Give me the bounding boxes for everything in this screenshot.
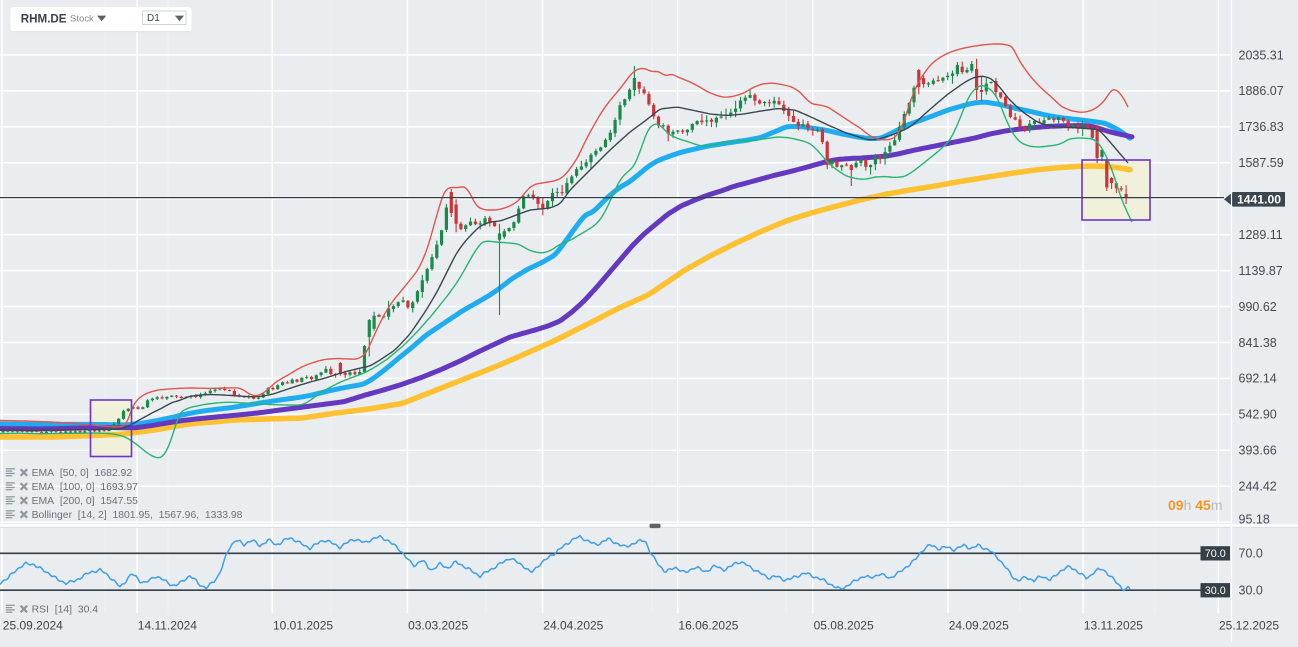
svg-text:1289.11: 1289.11 bbox=[1239, 228, 1283, 242]
svg-text:1441.00: 1441.00 bbox=[1237, 193, 1281, 207]
svg-text:244.42: 244.42 bbox=[1239, 480, 1277, 494]
svg-text:24.04.2025: 24.04.2025 bbox=[543, 618, 603, 632]
svg-text:25.09.2024: 25.09.2024 bbox=[3, 618, 63, 632]
svg-text:16.06.2025: 16.06.2025 bbox=[678, 618, 738, 632]
svg-text:70.0: 70.0 bbox=[1205, 548, 1226, 560]
svg-text:RHM.DE: RHM.DE bbox=[21, 13, 67, 26]
svg-text:2035.31: 2035.31 bbox=[1239, 48, 1284, 62]
svg-text:EMA [200, 0] 1547.55: EMA [200, 0] 1547.55 bbox=[32, 496, 139, 507]
svg-text:990.62: 990.62 bbox=[1239, 300, 1277, 314]
svg-text:RSI [14] 30.4: RSI [14] 30.4 bbox=[32, 605, 99, 616]
svg-text:03.03.2025: 03.03.2025 bbox=[408, 618, 468, 632]
svg-text:1886.07: 1886.07 bbox=[1239, 84, 1284, 98]
svg-text:D1: D1 bbox=[147, 13, 160, 24]
svg-text:10.01.2025: 10.01.2025 bbox=[273, 618, 333, 632]
svg-text:692.14: 692.14 bbox=[1239, 372, 1277, 386]
svg-text:EMA [100, 0] 1693.97: EMA [100, 0] 1693.97 bbox=[32, 482, 139, 493]
svg-text:14.11.2024: 14.11.2024 bbox=[138, 618, 197, 632]
svg-text:13.11.2025: 13.11.2025 bbox=[1084, 618, 1143, 632]
svg-text:393.66: 393.66 bbox=[1239, 444, 1277, 458]
svg-text:EMA [50, 0] 1682.92: EMA [50, 0] 1682.92 bbox=[32, 468, 133, 479]
svg-text:95.18: 95.18 bbox=[1239, 512, 1270, 526]
svg-text:25.12.2025: 25.12.2025 bbox=[1219, 618, 1279, 632]
svg-text:1736.83: 1736.83 bbox=[1239, 120, 1284, 134]
svg-text:30.0: 30.0 bbox=[1239, 584, 1263, 598]
svg-text:841.38: 841.38 bbox=[1239, 336, 1277, 350]
svg-text:70.0: 70.0 bbox=[1239, 547, 1263, 561]
svg-text:09h 45m: 09h 45m bbox=[1168, 497, 1223, 513]
svg-text:Bollinger [14, 2] 1801.95,: Bollinger [14, 2] 1801.95, 1567.96, 1333… bbox=[32, 510, 243, 521]
svg-text:05.08.2025: 05.08.2025 bbox=[814, 618, 874, 632]
svg-text:1587.59: 1587.59 bbox=[1239, 156, 1284, 170]
svg-text:30.0: 30.0 bbox=[1205, 585, 1226, 597]
svg-text:1139.87: 1139.87 bbox=[1239, 264, 1283, 278]
svg-text:542.90: 542.90 bbox=[1239, 408, 1277, 422]
svg-text:Stock: Stock bbox=[70, 14, 94, 25]
svg-text:24.09.2025: 24.09.2025 bbox=[949, 618, 1009, 632]
